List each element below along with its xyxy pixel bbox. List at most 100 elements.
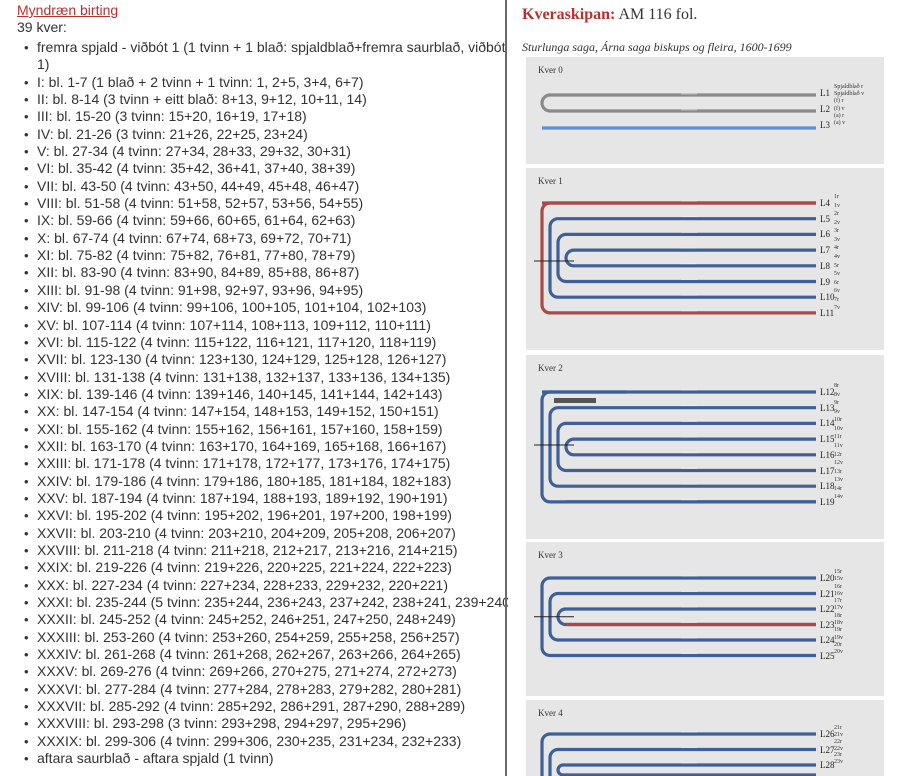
- gathering-item: XXXVI: bl. 277-284 (4 tvinn: 277+284, 27…: [21, 681, 506, 699]
- collation-heading: Kveraskipan: AM 116 fol.: [522, 6, 697, 24]
- endleaf-bifolium: [540, 93, 816, 113]
- leaf-label: L1: [820, 88, 830, 98]
- gathering-item: X: bl. 67-74 (4 tvinn: 67+74, 68+73, 69+…: [21, 230, 506, 248]
- page-side-label: (f) r: [834, 98, 844, 105]
- leaf-label: L8: [820, 260, 830, 271]
- page-side-label: 14v: [834, 494, 843, 501]
- quire-title: Kver 1: [538, 176, 563, 186]
- inner-bifolium: [556, 607, 816, 627]
- page-side-label: 10v: [834, 425, 843, 432]
- page-side-label: 9r: [834, 400, 839, 407]
- page-side-label: 16r: [834, 583, 842, 590]
- quire-diagram: [540, 731, 816, 776]
- bifolium: [548, 747, 816, 776]
- page-side-label: 22v: [834, 745, 843, 752]
- leaf-label: L20: [820, 573, 835, 583]
- page-side-label: 4r: [834, 245, 839, 252]
- bifolium: [548, 406, 816, 488]
- page-side-label: Spjaldblað v: [834, 91, 865, 98]
- gathering-item: XXXIV: bl. 261-268 (4 tvinn: 261+268, 26…: [21, 646, 506, 664]
- quire-panel: Kver 2 L12 L13 L14 L15 L16 L17 L18 L19 8r 8v 9r 9v 10…: [526, 355, 884, 539]
- divider: [505, 0, 507, 776]
- leaf-label: L21: [820, 588, 835, 599]
- leaf-label: L6: [820, 229, 830, 240]
- gathering-item: XXIV: bl. 179-186 (4 tvinn: 179+186, 180…: [21, 473, 506, 491]
- gathering-item: aftara saurblað - aftara spjald (1 tvinn…: [21, 750, 506, 768]
- gathering-item: XXXV: bl. 269-276 (4 tvinn: 269+266, 270…: [21, 663, 506, 681]
- collation-panel: Kveraskipan: AM 116 fol. Sturlunga saga,…: [508, 0, 906, 776]
- leaf-label: L15: [820, 434, 835, 445]
- page-side-label: 21r: [834, 725, 842, 731]
- page-side-label: 17v: [834, 605, 843, 612]
- leaf-label: L16: [820, 449, 835, 460]
- collation-heading-label: Kveraskipan:: [522, 6, 616, 23]
- visual-display-link[interactable]: Myndræn birting: [17, 2, 119, 18]
- quire-panel: Kver 3 L20 L21 L22 L23 L24 L25 15r 15v 16r 16v 17r 1…: [526, 542, 884, 696]
- inner-bifolium: [556, 763, 816, 776]
- gathering-item: XXIII: bl. 171-178 (4 tvinn: 171+178, 17…: [21, 455, 506, 473]
- page-side-label: 15v: [834, 576, 843, 583]
- inner-bifolium: [564, 248, 816, 268]
- page-side-label: (f) v: [834, 105, 845, 112]
- leaf-label: L3: [820, 120, 830, 130]
- page-side-label: 19v: [834, 634, 843, 641]
- gathering-item: VIII: bl. 51-58 (4 tvinn: 51+58, 52+57, …: [21, 195, 506, 213]
- gathering-count: 39 kver:: [17, 19, 67, 35]
- gathering-item: XVII: bl. 123-130 (4 tvinn: 123+130, 124…: [21, 351, 506, 369]
- page-side-label: 11r: [834, 434, 842, 441]
- page-side-label: 23v: [834, 759, 843, 766]
- quire-panel: Kver 4 L26 L27 L28 21r 21v 22r 22v 23r 23v: [526, 700, 884, 776]
- page-side-label: 18r: [834, 612, 842, 619]
- gathering-item: XXI: bl. 155-162 (4 tvinn: 155+162, 156+…: [21, 421, 506, 439]
- leaf-label: L12: [820, 387, 835, 397]
- leaf-label: L24: [820, 635, 835, 645]
- gathering-item: XV: bl. 107-114 (4 tvinn: 107+114, 108+1…: [21, 317, 506, 335]
- page-side-label: 6r: [834, 279, 839, 286]
- hatched-stub: [554, 398, 596, 403]
- page-side-label: 1r: [834, 194, 839, 200]
- page-side-label: 14r: [834, 485, 842, 492]
- page-side-label: 18v: [834, 620, 843, 627]
- page-side-label: 13r: [834, 468, 842, 475]
- quire-diagram: [540, 93, 816, 130]
- manuscript-subtitle: Sturlunga saga, Árna saga biskups og fle…: [522, 40, 792, 54]
- leaf-label: L10: [820, 292, 835, 303]
- outer-bifolium: [540, 390, 816, 504]
- leaf-label: L13: [820, 402, 835, 413]
- gathering-item: XXXIX: bl. 299-306 (4 tvinn: 299+306, 23…: [21, 733, 506, 751]
- gathering-item: XXXIII: bl. 253-260 (4 tvinn: 253+260, 2…: [21, 629, 506, 647]
- gathering-item: XXVII: bl. 203-210 (4 tvinn: 203+210, 20…: [21, 525, 506, 543]
- leaf-label: L22: [820, 604, 835, 614]
- gathering-list: fremra spjald - viðbót 1 (1 tvinn + 1 bl…: [21, 39, 508, 768]
- gathering-item: IV: bl. 21-26 (3 tvinn: 21+26, 22+25, 23…: [21, 126, 506, 144]
- inner-bifolium: [564, 437, 816, 457]
- page-side-label: 11v: [834, 442, 843, 449]
- gathering-item: XXXI: bl. 235-244 (5 tvinn: 235+244, 236…: [21, 594, 508, 612]
- gathering-item: XXIX: bl. 219-226 (4 tvinn: 219+226, 220…: [21, 559, 506, 577]
- leaf-label: L4: [820, 198, 830, 208]
- gathering-item: XXVIII: bl. 211-218 (4 tvinn: 211+218, 2…: [21, 542, 506, 560]
- page-side-label: 4v: [834, 253, 840, 260]
- gathering-item: XXX: bl. 227-234 (4 tvinn: 227+234, 228+…: [21, 577, 506, 595]
- gathering-item: VI: bl. 35-42 (4 tvinn: 35+42, 36+41, 37…: [21, 160, 506, 178]
- leaf-label: L17: [820, 465, 835, 476]
- leaf-label: L5: [820, 213, 830, 224]
- leaf-label: L18: [820, 481, 835, 492]
- quire-title: Kver 0: [538, 65, 563, 75]
- quire-title: Kver 3: [538, 550, 563, 560]
- shelfmark: AM 116 fol.: [618, 6, 698, 23]
- page-side-label: 20v: [834, 649, 843, 656]
- gathering-item: XXII: bl. 163-170 (4 tvinn: 163+170, 164…: [21, 438, 506, 456]
- page-side-label: 3v: [834, 236, 840, 243]
- leaf-label: L9: [820, 276, 830, 287]
- quire-diagram: [534, 389, 816, 504]
- gathering-list-panel: Myndræn birting 39 kver: fremra spjald -…: [0, 0, 508, 776]
- page-side-label: 3r: [834, 228, 839, 235]
- page-side-label: 16v: [834, 590, 843, 597]
- gathering-item: I: bl. 1-7 (1 blað + 2 tvinn + 1 tvinn: …: [21, 74, 506, 92]
- page-side-label: 20r: [834, 641, 842, 648]
- leaf-label: L25: [820, 650, 835, 661]
- gathering-item: XVIII: bl. 131-138 (4 tvinn: 131+138, 13…: [21, 369, 506, 387]
- page-side-label: 10r: [834, 417, 842, 424]
- quire-panel: Kver 1 L4 L5 L6 L7 L8 L9 L10 L11 1r 1v 2r 2v 3r 3v 4r 4v…: [526, 168, 884, 350]
